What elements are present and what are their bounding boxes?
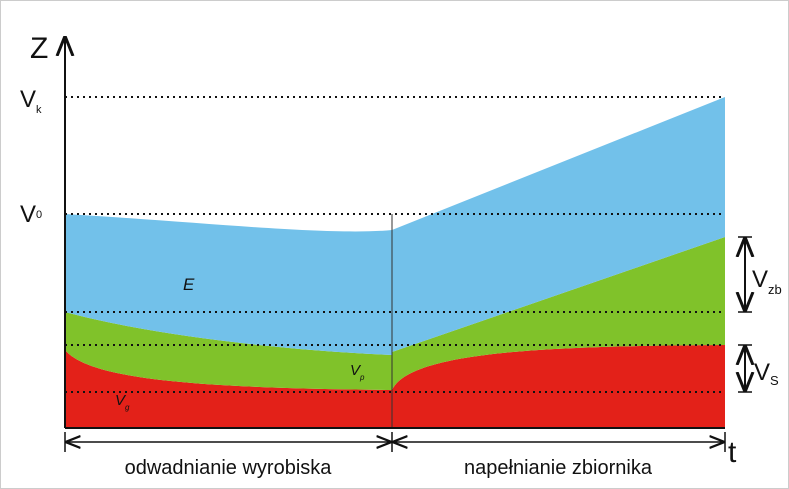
region-e [65,97,725,355]
region-vp [65,237,725,390]
symbol: V [350,362,362,379]
subscript: k [36,104,42,116]
subscript: 0 [36,209,42,221]
y-axis-label: Z [30,32,48,65]
symbol: V [115,392,127,409]
region-vg [65,345,725,428]
x-axis-label: t [728,436,737,469]
subscript: g [125,403,130,412]
level-label: Vk [20,86,42,116]
level-label: V0 [20,201,42,228]
region-label: Vg [115,392,130,412]
subscript: zb [768,282,782,297]
phase-label: napełnianie zbiornika [464,457,653,479]
bracket-label: Vzb [752,266,782,297]
phase-label: odwadnianie wyrobiska [125,457,333,479]
region-label: E [183,275,195,294]
subscript: p [359,373,365,382]
bracket-label: VS [754,359,779,388]
symbol: V [752,266,768,293]
subscript: S [770,373,779,388]
symbol: V [20,201,36,228]
region-label: Vp [350,362,365,382]
symbol: V [754,359,770,386]
symbol: V [20,86,36,113]
